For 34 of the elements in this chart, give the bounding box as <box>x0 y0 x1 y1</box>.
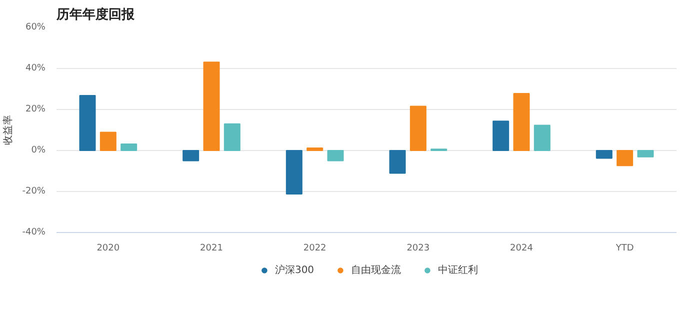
bar <box>410 106 426 151</box>
bar <box>203 62 220 151</box>
y-tick-label: 60% <box>25 22 46 32</box>
legend-label: 自由现金流 <box>351 264 402 277</box>
chart-title: 历年年度回报 <box>56 6 136 22</box>
bar <box>513 93 530 151</box>
y-tick-label: -40% <box>22 228 46 238</box>
x-tick-label: 2024 <box>510 244 534 254</box>
bar <box>100 132 116 151</box>
x-tick-label: 2021 <box>200 244 223 254</box>
legend-label: 沪深300 <box>274 264 314 277</box>
bar <box>286 150 302 194</box>
bar <box>182 150 200 162</box>
y-axis-title: 收益率 <box>2 115 14 145</box>
legend-label: 中证红利 <box>438 264 478 277</box>
bar <box>492 120 510 151</box>
x-tick-label: 2020 <box>96 244 120 254</box>
bar <box>79 95 96 151</box>
bar <box>306 148 324 151</box>
bar <box>534 124 550 151</box>
x-tick-label: 2022 <box>303 244 326 254</box>
x-tick-label: YTD <box>614 244 634 254</box>
bar <box>120 143 138 151</box>
y-tick-label: 0% <box>31 146 46 156</box>
y-tick-label: 20% <box>25 104 46 114</box>
y-tick-label: 40% <box>25 64 46 74</box>
y-tick-label: -20% <box>22 186 46 196</box>
x-tick-label: 2023 <box>406 244 430 254</box>
bar <box>389 150 406 174</box>
bar <box>616 150 634 166</box>
bar <box>327 150 344 162</box>
bar <box>637 150 654 158</box>
bar <box>596 150 612 159</box>
bar <box>224 123 240 151</box>
